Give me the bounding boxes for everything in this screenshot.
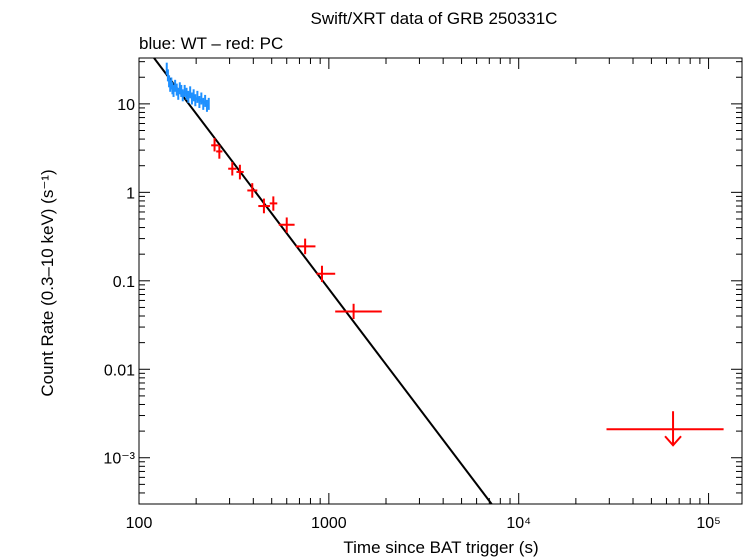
pc-data-point bbox=[278, 217, 295, 233]
pc-data-point bbox=[316, 265, 336, 282]
chart-subtitle: blue: WT – red: PC bbox=[139, 34, 283, 53]
wt-series bbox=[165, 62, 210, 112]
y-tick-label: 10 bbox=[117, 97, 135, 114]
pc-upper-limit bbox=[606, 411, 724, 447]
y-tick-label: 0.01 bbox=[104, 362, 135, 379]
x-ticks: 100 1000 10⁴ 10⁵ bbox=[126, 58, 721, 532]
pc-data-point bbox=[216, 145, 223, 159]
x-axis-label: Time since BAT trigger (s) bbox=[343, 538, 538, 557]
pc-data-point bbox=[236, 164, 244, 180]
x-tick-label: 100 bbox=[126, 515, 153, 532]
chart-title: Swift/XRT data of GRB 250331C bbox=[311, 9, 558, 28]
y-ticks: 10 1 0.1 0.01 10⁻³ bbox=[103, 61, 742, 505]
pc-data-point bbox=[211, 138, 219, 152]
plot-frame bbox=[138, 57, 743, 505]
pc-data-point bbox=[335, 303, 382, 320]
plot-area: 100 1000 10⁴ 10⁵ 10 1 0.1 0.01 10⁻³ bbox=[103, 57, 743, 532]
pc-data-point bbox=[269, 196, 278, 211]
y-tick-label: 0.1 bbox=[113, 274, 135, 291]
pc-data-point bbox=[228, 162, 237, 176]
y-tick-label: 1 bbox=[126, 185, 135, 202]
pc-data-point bbox=[295, 238, 316, 255]
x-tick-label: 1000 bbox=[311, 515, 347, 532]
y-tick-label: 10⁻³ bbox=[103, 451, 135, 468]
x-tick-label: 10⁵ bbox=[696, 515, 720, 532]
pc-series bbox=[211, 138, 724, 447]
x-tick-label: 10⁴ bbox=[506, 515, 531, 532]
pc-data-point bbox=[247, 183, 258, 198]
y-axis-label: Count Rate (0.3–10 keV) (s⁻¹) bbox=[38, 169, 57, 396]
upper-limit-arrow bbox=[664, 435, 682, 447]
pc-data-point bbox=[258, 198, 271, 214]
